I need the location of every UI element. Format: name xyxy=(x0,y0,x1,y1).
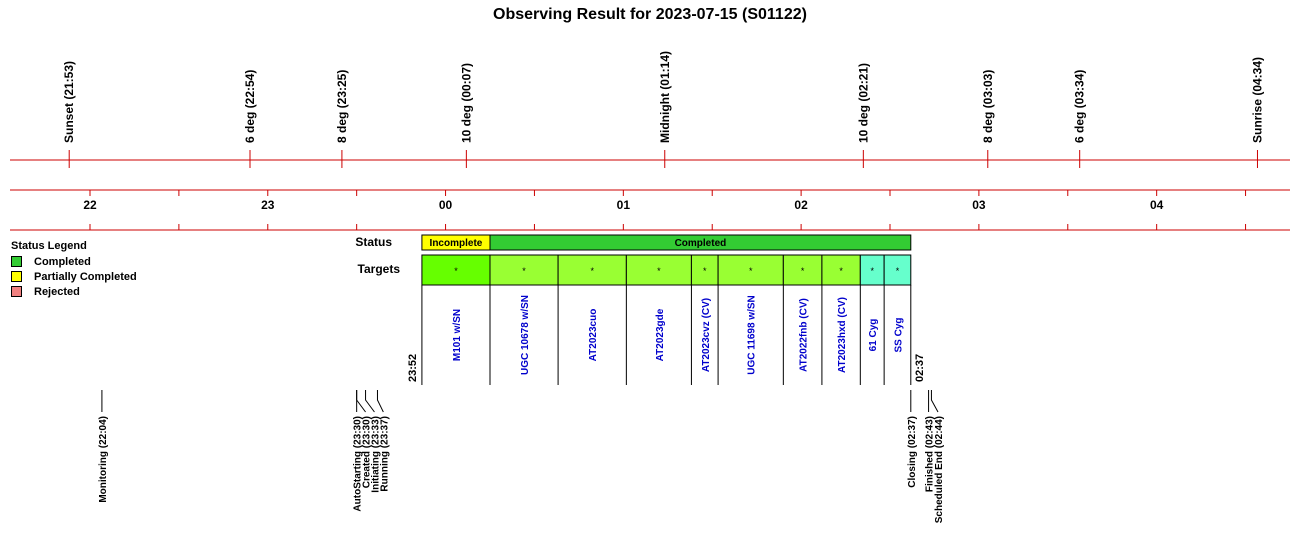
target-block xyxy=(489,254,559,286)
target-name: UGC 11698 w/SN xyxy=(747,295,758,374)
bottom-event-label: Monitoring (22:04) xyxy=(98,416,109,503)
hour-label: 01 xyxy=(617,198,631,212)
target-block xyxy=(625,254,692,286)
status-bar-completed xyxy=(489,234,912,251)
target-name: M101 w/SN xyxy=(452,309,463,361)
legend-label: Partially Completed xyxy=(34,270,137,283)
event-label: 8 deg (23:25) xyxy=(335,70,349,143)
targets-row-label: Targets xyxy=(358,262,401,276)
target-marker: * xyxy=(522,266,526,276)
target-block xyxy=(821,254,861,286)
event-label: 10 deg (02:21) xyxy=(856,63,870,143)
target-marker: * xyxy=(454,266,458,276)
bottom-event-label: Closing (02:37) xyxy=(907,416,918,488)
status-legend: Status Legend Completed Partially Comple… xyxy=(11,240,137,299)
legend-swatch-partially-completed xyxy=(11,271,22,282)
status-row-label: Status xyxy=(355,235,392,249)
hour-label: 03 xyxy=(972,198,986,212)
bottom-event-label: Running (23:37) xyxy=(379,416,390,492)
target-name: 61 Cyg xyxy=(868,319,879,352)
event-label: Midnight (01:14) xyxy=(658,51,672,143)
legend-swatch-completed xyxy=(11,256,22,267)
start-time-label: 23:52 xyxy=(407,354,419,382)
event-label: 6 deg (22:54) xyxy=(243,70,257,143)
target-name: AT2023cuo xyxy=(588,309,599,362)
legend-label: Rejected xyxy=(34,285,80,298)
target-name: AT2022fnb (CV) xyxy=(799,298,810,372)
event-label: 10 deg (00:07) xyxy=(459,63,473,143)
target-block xyxy=(421,254,491,286)
hour-label: 00 xyxy=(439,198,453,212)
bottom-event-tick xyxy=(930,390,939,413)
legend-item-rejected: Rejected xyxy=(11,284,137,299)
bottom-event-label: Scheduled End (02:44) xyxy=(934,416,945,523)
legend-label: Completed xyxy=(34,255,91,268)
target-marker: * xyxy=(870,266,874,276)
target-marker: * xyxy=(839,266,843,276)
event-label: Sunrise (04:34) xyxy=(1250,57,1264,143)
target-marker: * xyxy=(703,266,707,276)
bottom-event-label: AutoStarting (23:30) xyxy=(353,416,364,512)
hour-label: 04 xyxy=(1150,198,1164,212)
status-bar-label: Completed xyxy=(675,238,727,249)
hour-label: 23 xyxy=(261,198,275,212)
target-name: AT2023hxd (CV) xyxy=(837,297,848,373)
target-block xyxy=(557,254,627,286)
target-name: SS Cyg xyxy=(893,317,904,352)
bottom-event-tick xyxy=(356,390,366,413)
bottom-event-tick xyxy=(376,390,384,413)
chart-title: Observing Result for 2023-07-15 (S01122) xyxy=(493,6,807,23)
target-marker: * xyxy=(590,266,594,276)
bottom-event-label: Finished (02:43) xyxy=(925,416,936,492)
event-label: 6 deg (03:34) xyxy=(1073,70,1087,143)
end-time-label: 02:37 xyxy=(914,354,926,382)
target-name: AT2023gde xyxy=(655,308,666,361)
target-marker: * xyxy=(801,266,805,276)
target-block xyxy=(717,254,784,286)
target-marker: * xyxy=(749,266,753,276)
event-label: 8 deg (03:03) xyxy=(981,70,995,143)
target-marker: * xyxy=(657,266,661,276)
bottom-event-label: Created (23:30) xyxy=(362,416,373,488)
hour-label: 02 xyxy=(794,198,808,212)
target-block xyxy=(782,254,823,286)
target-name: AT2023cvz (CV) xyxy=(701,298,712,372)
legend-item-partially-completed: Partially Completed xyxy=(11,269,137,284)
status-bar-label: Incomplete xyxy=(430,238,483,249)
target-name: UGC 10678 w/SN xyxy=(520,295,531,375)
event-label: Sunset (21:53) xyxy=(62,61,76,143)
target-block xyxy=(883,254,912,286)
bottom-event-tick xyxy=(365,390,375,413)
bottom-event-label: Initiating (23:33) xyxy=(370,416,381,493)
legend-item-completed: Completed xyxy=(11,254,137,269)
target-marker: * xyxy=(896,266,900,276)
legend-swatch-rejected xyxy=(11,286,22,297)
hour-label: 22 xyxy=(83,198,97,212)
legend-title: Status Legend xyxy=(11,240,87,252)
